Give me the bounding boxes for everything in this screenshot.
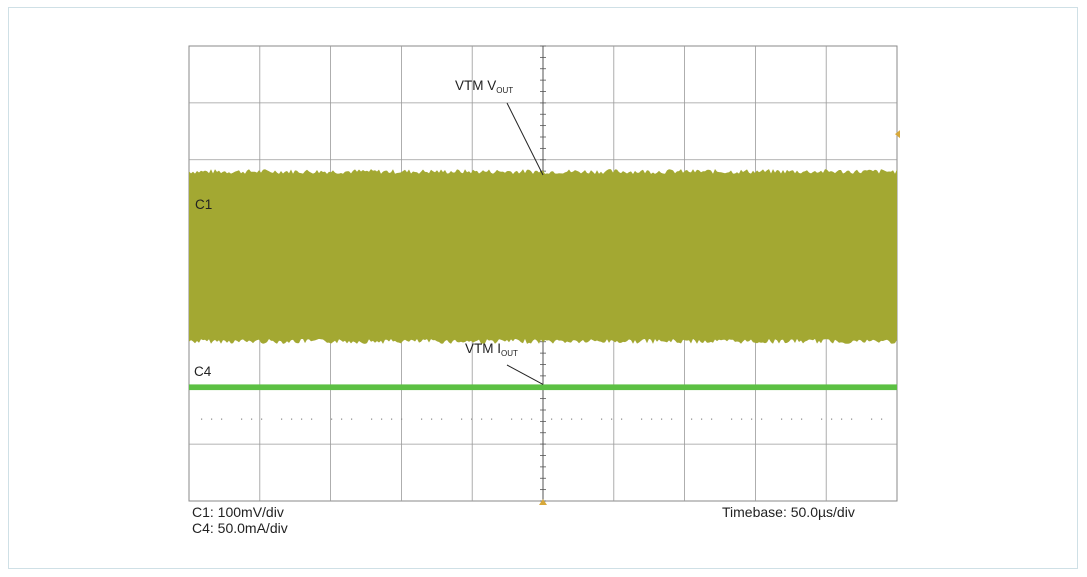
reference-dot — [831, 418, 833, 420]
reference-dot — [571, 418, 573, 420]
reference-dot — [471, 418, 473, 420]
reference-dot — [201, 418, 203, 420]
reference-dot — [301, 418, 303, 420]
reference-dot — [481, 418, 483, 420]
reference-dot — [791, 418, 793, 420]
reference-dot — [761, 418, 763, 420]
reference-dot — [511, 418, 513, 420]
reference-dot — [881, 418, 883, 420]
reference-dot — [701, 418, 703, 420]
reference-dot — [741, 418, 743, 420]
c1-noise-bottom-edge — [189, 336, 897, 344]
reference-dot — [581, 418, 583, 420]
reference-dot — [751, 418, 753, 420]
c1-ripple-band — [189, 173, 897, 339]
reference-dot — [341, 418, 343, 420]
reference-dot — [611, 418, 613, 420]
reference-dot — [371, 418, 373, 420]
c1-level-marker — [895, 130, 900, 139]
reference-dot — [841, 418, 843, 420]
reference-dot — [711, 418, 713, 420]
reference-dot — [851, 418, 853, 420]
reference-dot — [691, 418, 693, 420]
reference-dot — [221, 418, 223, 420]
reference-dot — [211, 418, 213, 420]
reference-dot — [661, 418, 663, 420]
annotation-iout-leader — [506, 364, 544, 385]
reference-dot — [671, 418, 673, 420]
annotation-vtm-iout-main: VTM I — [465, 341, 501, 356]
reference-dot — [401, 418, 403, 420]
reference-dot — [431, 418, 433, 420]
scale-c1: C1: 100mV/div — [192, 504, 284, 520]
reference-dot — [781, 418, 783, 420]
reference-dot — [621, 418, 623, 420]
annotation-vtm-iout: VTM IOUT — [465, 341, 518, 358]
reference-dot — [381, 418, 383, 420]
annotation-vout-leader — [506, 102, 544, 176]
reference-dot — [461, 418, 463, 420]
reference-dot — [521, 418, 523, 420]
reference-dot — [871, 418, 873, 420]
trigger-position-marker — [539, 499, 547, 505]
annotation-vtm-iout-sub: OUT — [501, 349, 518, 358]
scale-c4: C4: 50.0mA/div — [192, 520, 288, 536]
reference-dot — [261, 418, 263, 420]
timebase-label: Timebase: 50.0µs/div — [722, 504, 855, 520]
reference-dot — [391, 418, 393, 420]
reference-dot — [601, 418, 603, 420]
reference-dot — [291, 418, 293, 420]
reference-dot — [281, 418, 283, 420]
reference-dot — [351, 418, 353, 420]
reference-dot — [441, 418, 443, 420]
reference-dot — [821, 418, 823, 420]
annotation-vtm-vout-main: VTM V — [455, 78, 497, 93]
annotation-vtm-vout-sub: OUT — [496, 86, 514, 95]
reference-dot — [641, 418, 643, 420]
reference-dot — [311, 418, 313, 420]
reference-dot — [331, 418, 333, 420]
channel-label-c1: C1 — [195, 197, 213, 212]
reference-dot — [651, 418, 653, 420]
figure-frame — [8, 7, 1078, 569]
reference-dot — [491, 418, 493, 420]
c4-current-trace — [189, 384, 897, 391]
reference-dot — [561, 418, 563, 420]
reference-dot — [731, 418, 733, 420]
channel-scales: C1: 100mV/div C4: 50.0mA/div — [192, 504, 288, 536]
reference-dot — [531, 418, 533, 420]
c1-noise-top-edge — [189, 169, 897, 176]
annotation-vtm-vout: VTM VOUT — [455, 78, 514, 95]
reference-dot — [801, 418, 803, 420]
channel-label-c4: C4 — [194, 364, 212, 379]
reference-dot — [241, 418, 243, 420]
reference-dot — [251, 418, 253, 420]
reference-dot — [421, 418, 423, 420]
reference-dot — [551, 418, 553, 420]
